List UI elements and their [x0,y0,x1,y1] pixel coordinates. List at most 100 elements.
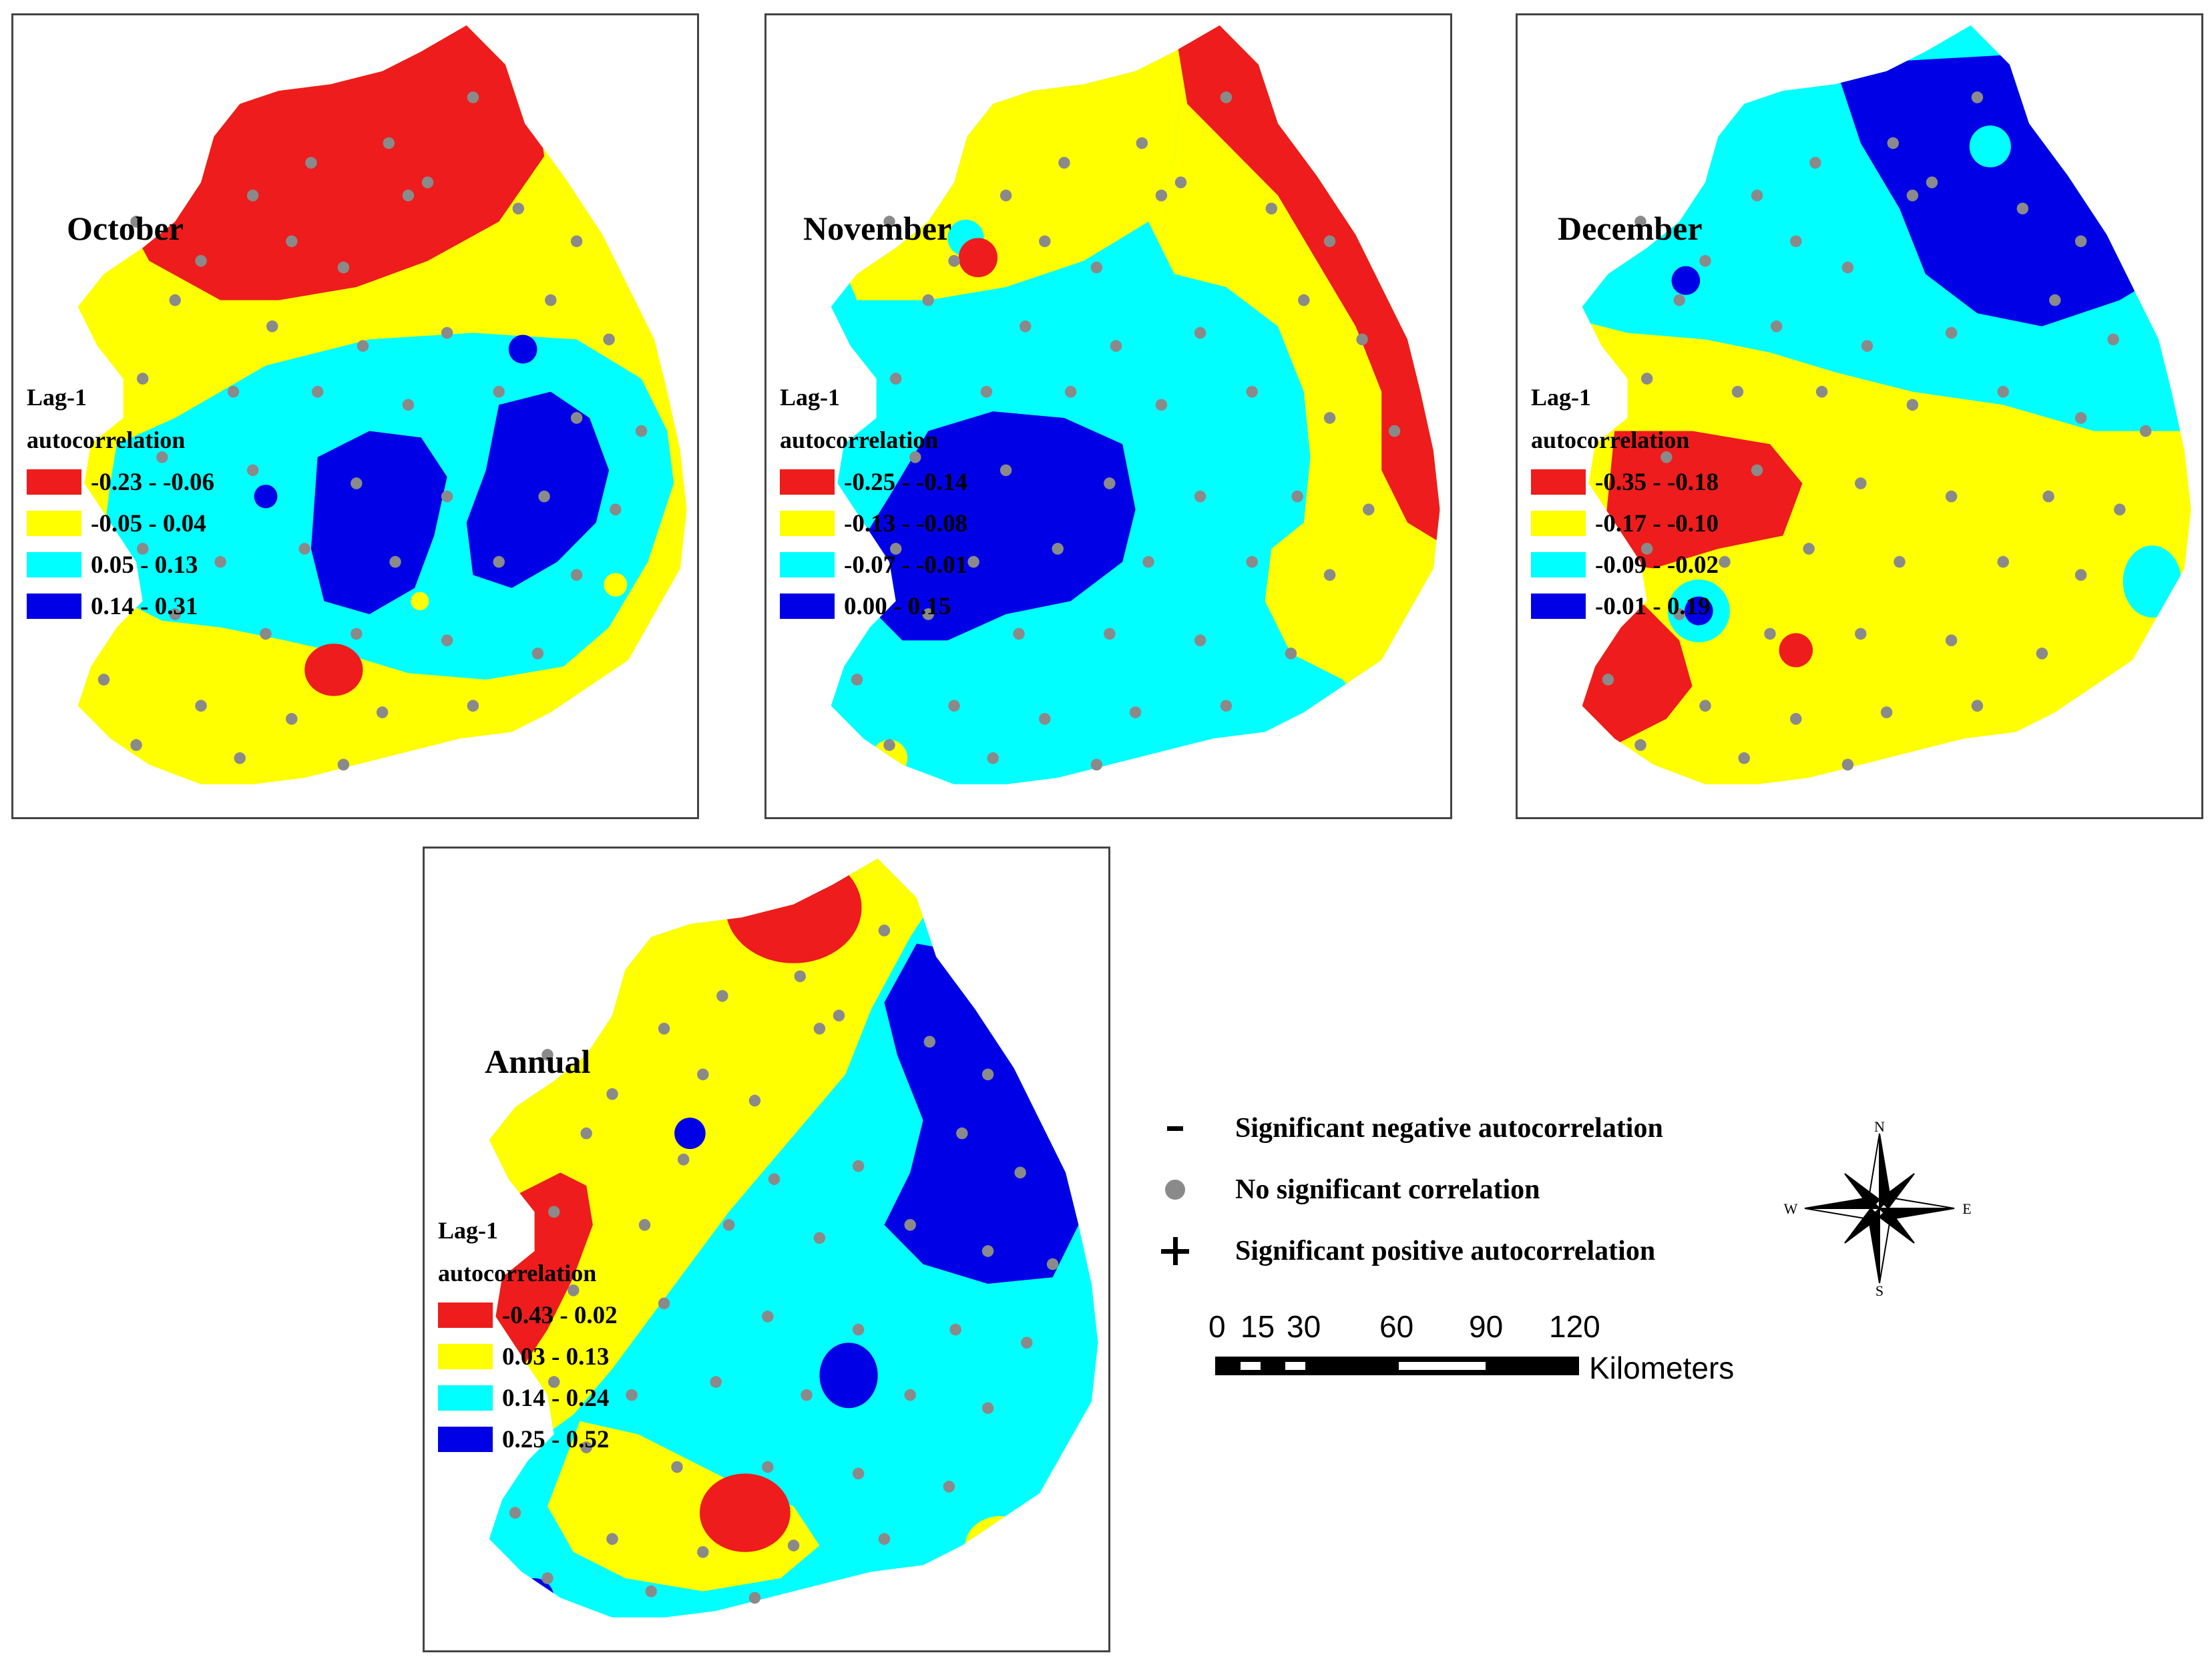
legend-label: -0.09 - -0.02 [1595,551,1719,579]
station-dot [1634,216,1646,228]
station-dot [606,1533,618,1546]
legend-label: -0.07 - -0.01 [844,551,967,579]
legend-title: autocorrelation [1531,427,1690,453]
legend-item: -0.23 - -0.06 [27,461,214,503]
station-dot [851,674,863,686]
map-legend: Lag-1 autocorrelation -0.35 - -0.18 -0.1… [1531,376,1719,627]
station-dot [1174,176,1187,189]
legend-item: -0.35 - -0.18 [1531,461,1719,503]
station-dot [538,490,550,503]
station-dot [635,425,648,437]
station-dot [1602,674,1614,686]
zone-blue-west [857,411,1136,641]
legend-item: -0.07 - -0.01 [780,544,967,585]
panel-title: Annual [485,1043,591,1080]
station-dot [130,739,142,751]
legend-label: -0.43 - 0.02 [502,1301,618,1329]
station-dot [266,320,278,332]
station-dot [1136,137,1148,150]
map-panel-annual: Annual Lag-1 autocorrelation -0.43 - 0.0… [423,847,1110,1652]
station-dot [311,385,324,398]
zone-blue-west [310,431,447,614]
scale-tick: 15 [1241,1309,1275,1344]
station-dot [1790,712,1802,725]
station-dot [1064,385,1077,398]
scale-tick: 120 [1549,1309,1600,1344]
legend-swatch [780,552,835,577]
legend-label: Significant positive autocorrelation [1235,1236,1656,1266]
station-dot [169,294,181,306]
station-dot [467,700,479,712]
station-dot [943,1480,955,1493]
zone-blue-spot [674,1118,706,1150]
station-dot [904,1389,916,1401]
october-map [77,25,687,784]
station-dot [441,326,453,339]
station-dot [570,412,583,424]
station-dot [337,758,350,771]
station-dot [402,399,415,411]
station-dot [1104,628,1116,640]
station-dot [580,1127,592,1140]
station-dot [638,1218,651,1231]
zone-red-north [725,859,862,963]
legend-swatch [1531,469,1586,495]
legend-label: 0.25 - 0.52 [502,1425,610,1453]
legend-label: -0.25 - -0.14 [844,468,967,496]
station-dot [813,1232,826,1244]
station-dot [923,1035,936,1048]
station-dot [383,137,395,150]
station-dot [878,924,891,937]
legend-swatch [780,469,835,495]
legend-item: -0.17 - -0.10 [1531,503,1719,544]
legend-swatch [1531,511,1586,536]
station-dot [493,555,505,568]
station-dot [1790,235,1802,248]
station-dot [298,543,310,555]
station-dot [801,1389,813,1401]
station-dot [130,216,142,228]
legend-swatch [780,594,835,619]
station-dot [1039,712,1051,725]
station-dot [658,1297,670,1310]
legend-item-none: No significant correlation [1155,1170,1540,1210]
station-dot [1751,464,1763,477]
station-dot [1000,464,1012,477]
station-dot [833,1009,845,1022]
station-dot [227,385,240,398]
legend-swatch [438,1344,493,1369]
station-dot [1155,399,1168,411]
station-dot [441,490,453,503]
station-dot [1220,700,1233,712]
station-dot [376,706,389,718]
station-dot [883,739,895,751]
station-dot [541,1049,554,1061]
compass-w: W [1784,1200,1798,1217]
station-dot [337,261,350,274]
station-dot [883,216,895,228]
station-dot [671,1461,683,1473]
plus-icon [1155,1231,1195,1271]
zone-red-south [304,644,363,696]
station-dot [1906,189,1919,202]
station-dot [1971,91,1984,103]
station-dot [1880,706,1893,718]
station-dot [1265,202,1278,215]
legend-item: -0.25 - -0.14 [780,461,967,503]
station-dot [2016,202,2029,215]
station-dot [2139,425,2152,437]
scale-tick: 60 [1379,1309,1414,1344]
station-dot [1194,634,1206,647]
station-dot [1634,739,1646,751]
station-dot [136,543,149,555]
station-dot [286,235,298,248]
station-dot [987,752,999,764]
map-panel-november: November Lag-1 autocorrelation -0.25 - -… [764,13,1452,819]
station-dot [1014,1166,1026,1179]
zone-red-south [699,1473,791,1552]
station-dot [531,647,544,660]
station-dot [1090,758,1103,771]
legend-swatch [1531,552,1586,577]
zone-cyan-spot [2123,545,2181,618]
legend-item: -0.09 - -0.02 [1531,544,1719,585]
